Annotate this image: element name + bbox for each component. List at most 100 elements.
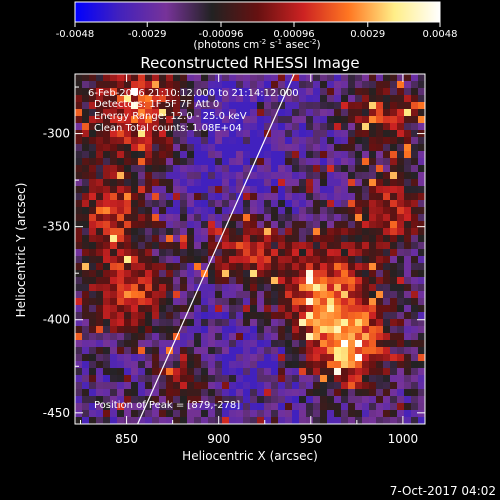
y-tick-label: -450 [43,406,70,420]
heatmap-cell [313,249,321,257]
heatmap-cell [411,95,419,103]
heatmap-cell [236,109,244,117]
heatmap-cell [187,263,195,271]
heatmap-cell [383,81,391,89]
heatmap-cell [271,291,279,299]
heatmap-cell [271,417,279,424]
heatmap-cell [278,88,286,96]
heatmap-cell [222,200,230,208]
heatmap-cell [278,151,286,159]
colorbar-tick-label: 0.00096 [273,29,314,40]
heatmap-cell [145,88,153,96]
heatmap-cell [355,123,363,131]
heatmap-cell [222,81,230,89]
heatmap-cell [327,172,335,180]
heatmap-cell [299,221,307,229]
heatmap-cell [89,326,97,334]
heatmap-cell [320,137,328,145]
heatmap-cell [376,81,384,89]
heatmap-cell [390,417,398,424]
heatmap-cell [131,389,139,397]
heatmap-cell [264,368,272,376]
heatmap-cell [187,389,195,397]
heatmap-cell [383,228,391,236]
heatmap-cell [285,389,293,397]
heatmap-cell [152,403,160,411]
heatmap-cell [348,158,356,166]
heatmap-cell [285,347,293,355]
heatmap-cell [348,312,356,320]
heatmap-cell [397,256,405,264]
heatmap-cell [215,123,223,131]
heatmap-cell [411,375,419,383]
heatmap-cell [264,242,272,250]
heatmap-cell [110,102,118,110]
heatmap-cell [292,193,300,201]
heatmap-cell [306,81,314,89]
heatmap-cell [166,221,174,229]
heatmap-cell [355,375,363,383]
heatmap-cell [166,137,174,145]
heatmap-cell [173,305,181,313]
heatmap-cell [404,410,412,418]
heatmap-cell [383,389,391,397]
heatmap-cell [327,214,335,222]
heatmap-cell [397,375,405,383]
heatmap-cell [166,242,174,250]
heatmap-cell [215,326,223,334]
heatmap-cell [348,389,356,397]
heatmap-cell [278,95,286,103]
heatmap-cell [236,116,244,124]
heatmap-cell [320,389,328,397]
heatmap-cell [411,137,419,145]
heatmap-cell [229,74,237,82]
heatmap-cell [313,179,321,187]
heatmap-cell [194,319,202,327]
heatmap-cell [110,158,118,166]
heatmap-cell [215,151,223,159]
heatmap-cell [229,228,237,236]
heatmap-cell [229,242,237,250]
heatmap-cell [348,333,356,341]
heatmap-cell [124,270,132,278]
heatmap-cell [355,298,363,306]
heatmap-cell [285,137,293,145]
heatmap-cell [390,284,398,292]
heatmap-cell [299,249,307,257]
heatmap-cell [131,172,139,180]
heatmap-cell [390,368,398,376]
heatmap-cell [397,214,405,222]
heatmap-cell [103,249,111,257]
heatmap-cell [138,221,146,229]
heatmap-cell [138,165,146,173]
heatmap-cell [110,333,118,341]
heatmap-cell [138,116,146,124]
heatmap-cell [131,102,139,110]
heatmap-cell [334,235,342,243]
heatmap-cell [376,116,384,124]
heatmap-cell [201,382,209,390]
heatmap-cell [376,389,384,397]
heatmap-cell [369,396,377,404]
heatmap-cell [222,347,230,355]
heatmap-cell [82,123,90,131]
heatmap-cell [292,200,300,208]
heatmap-cell [411,165,419,173]
heatmap-cell [348,270,356,278]
heatmap-cell [320,256,328,264]
heatmap-cell [152,116,160,124]
heatmap-cell [313,242,321,250]
heatmap-cell [327,151,335,159]
heatmap-cell [173,186,181,194]
heatmap-cell [173,221,181,229]
heatmap-cell [96,270,104,278]
heatmap-cell [138,347,146,355]
heatmap-cell [131,179,139,187]
heatmap-cell [271,214,279,222]
heatmap-cell [334,403,342,411]
heatmap-cell [173,368,181,376]
heatmap-cell [411,368,419,376]
heatmap-cell [257,249,265,257]
heatmap-cell [208,347,216,355]
heatmap-cell [313,396,321,404]
